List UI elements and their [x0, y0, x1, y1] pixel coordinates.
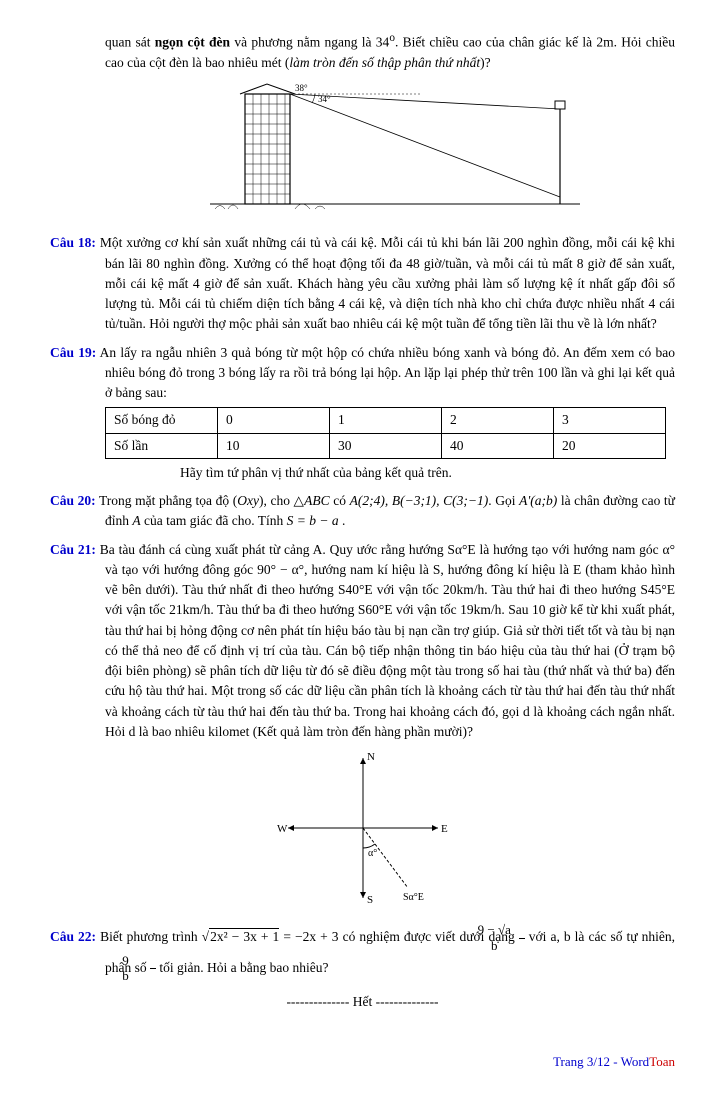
q19-table: Số bóng đỏ 0 1 2 3 Số lần 10 30 40 20 — [105, 407, 666, 459]
q20-p1: Trong mặt phẳng tọa độ ( — [96, 493, 238, 508]
q18-text: Một xưởng cơ khí sản xuất những cái tủ v… — [96, 235, 675, 331]
q22-sqrt: 2x² − 3x + 1 — [209, 928, 279, 944]
compass-diagram: N S E W α° Sα°E — [273, 748, 453, 908]
cell: 2 — [442, 408, 554, 433]
cell: 1 — [330, 408, 442, 433]
compass-e: E — [441, 823, 448, 835]
q21-text: Ba tàu đánh cá cùng xuất phát từ cảng A.… — [96, 542, 675, 739]
q20-p2: ), cho △ — [259, 493, 304, 508]
cell: 3 — [554, 408, 666, 433]
question-22: Câu 22: Biết phương trình √2x² − 3x + 1 … — [50, 922, 675, 983]
angle-38: 38° — [295, 83, 308, 93]
table-row: Số lần 10 30 40 20 — [106, 433, 666, 458]
q17-t5: )? — [480, 55, 491, 70]
q19-label: Câu 19: — [50, 345, 96, 360]
compass-n: N — [367, 751, 375, 763]
q22-label: Câu 22: — [50, 929, 96, 944]
q20-p6: của tam giác đã cho. Tính — [141, 513, 287, 528]
cell: Số bóng đỏ — [106, 408, 218, 433]
q17-b1: ngọn cột đèn — [155, 35, 230, 50]
q17-it: làm tròn đến số thập phân thứ nhất — [289, 55, 480, 70]
page-footer: Trang 3/12 - WordToan — [50, 1052, 675, 1072]
q21-diagram: N S E W α° Sα°E — [50, 748, 675, 914]
question-20: Câu 20: Trong mặt phẳng tọa độ (Oxy), ch… — [50, 491, 675, 532]
compass-s: S — [367, 894, 373, 906]
cell: 10 — [218, 433, 330, 458]
q20-sba: S = b − a — [287, 513, 339, 528]
question-21: Câu 21: Ba tàu đánh cá cùng xuất phát từ… — [50, 540, 675, 915]
cell: 30 — [330, 433, 442, 458]
table-row: Số bóng đỏ 0 1 2 3 — [106, 408, 666, 433]
cell: 0 — [218, 408, 330, 433]
q17-text: quan sát ngọn cột đèn và phương nằm ngan… — [50, 30, 675, 73]
q20-oxy: Oxy — [237, 493, 259, 508]
question-17-cont: quan sát ngọn cột đèn và phương nằm ngan… — [50, 30, 675, 225]
q22-p1: Biết phương trình — [96, 929, 202, 944]
q20-label: Câu 20: — [50, 493, 96, 508]
q19-after: Hãy tìm tứ phân vị thứ nhất của bảng kết… — [50, 463, 675, 483]
cell: 20 — [554, 433, 666, 458]
q17-diagram: 38° 34° — [50, 79, 675, 225]
q20-a: A(2;4), B(−3;1), C(3;−1) — [350, 493, 489, 508]
building-diagram: 38° 34° — [190, 79, 590, 219]
q20-aA: A — [132, 513, 140, 528]
cell: 40 — [442, 433, 554, 458]
angle-34: 34° — [318, 94, 331, 104]
question-18: Câu 18: Một xưởng cơ khí sản xuất những … — [50, 233, 675, 334]
compass-ang: α° — [368, 848, 377, 859]
footer-page: Trang 3/12 - — [553, 1054, 621, 1069]
q22-p4: tối giản. Hỏi a bằng bao nhiêu? — [156, 960, 328, 975]
q20-abc: ABC — [304, 493, 330, 508]
q17-t2: và phương nằm ngang là 34 — [230, 35, 389, 50]
cell: Số lần — [106, 433, 218, 458]
footer-word: Word — [621, 1054, 650, 1069]
end-marker: -------------- Hết -------------- — [50, 992, 675, 1012]
footer-toan: Toan — [649, 1054, 675, 1069]
q20-p3: có — [330, 493, 350, 508]
q19-text: An lấy ra ngẫu nhiên 3 quả bóng từ một h… — [96, 345, 675, 401]
q17-t1: quan sát — [105, 35, 155, 50]
q21-label: Câu 21: — [50, 542, 96, 557]
q20-aprime: A'(a;b) — [519, 493, 557, 508]
q17-2m: 2m — [596, 35, 613, 50]
question-19: Câu 19: An lấy ra ngẫu nhiên 3 quả bóng … — [50, 343, 675, 484]
q17-t3: . Biết chiều cao của chân giác kế là — [395, 35, 596, 50]
q20-p7: . — [339, 513, 346, 528]
q22-rhs: = −2x + 3 — [279, 929, 338, 944]
q20-p4: . Gọi — [488, 493, 519, 508]
compass-lbl: Sα°E — [403, 892, 424, 903]
q18-label: Câu 18: — [50, 235, 96, 250]
compass-w: W — [277, 823, 288, 835]
